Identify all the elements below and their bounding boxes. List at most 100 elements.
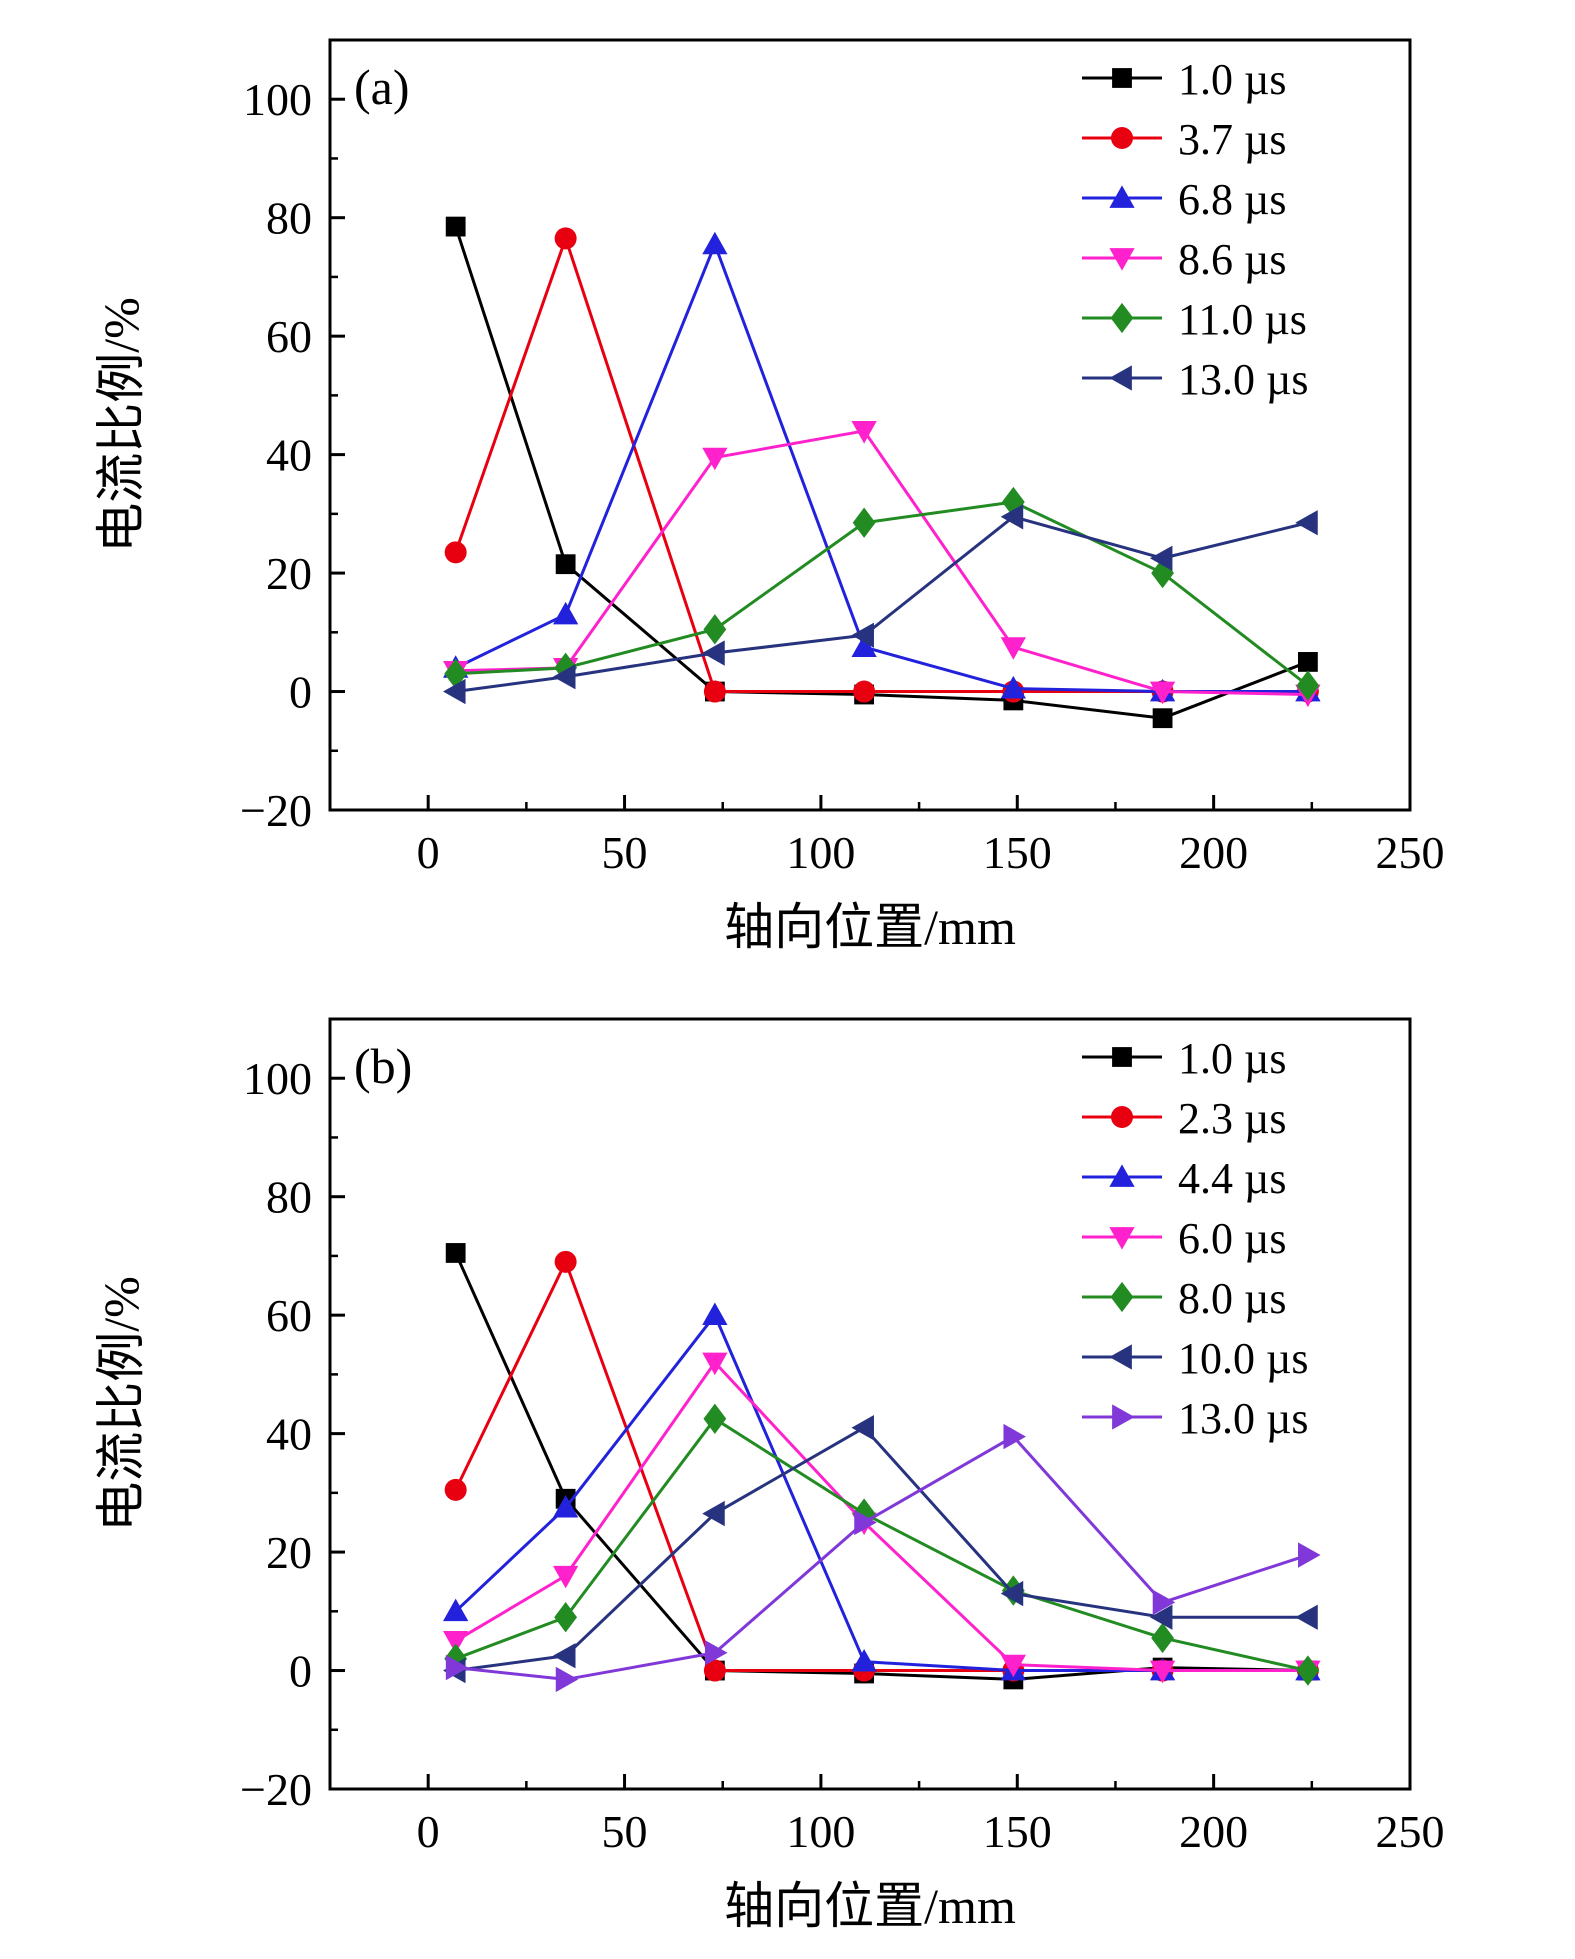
- triangle-left-marker: [552, 1643, 576, 1669]
- series-13.0µs: [445, 1423, 1321, 1693]
- triangle-left-marker: [851, 622, 874, 648]
- legend-item: 4.4 µs: [1082, 1154, 1286, 1203]
- axes: 0 50 100 150 200 250 −20 0 20 40 60 80 100: [240, 74, 1444, 878]
- triangle-right-marker: [854, 1509, 877, 1536]
- triangle-up-marker: [702, 231, 728, 255]
- chart-b-svg: 0 50 100 150 200 250 −20 0 20 40 60 80 100 轴向位置/mm 电流比…: [93, 1017, 1445, 1934]
- triangle-left-marker: [702, 1500, 725, 1527]
- x-tick-label: 100: [786, 827, 855, 878]
- legend-label: 8.6 µs: [1178, 235, 1286, 284]
- chart-panel-a: 0 50 100 150 200 250 −20 0 20 40 60 80 100 轴向位置/mm 电流比…: [0, 0, 1575, 979]
- series-line: [454, 1260, 1308, 1673]
- circle-legend-marker: [1111, 127, 1133, 149]
- x-axis-label: 轴向位置/mm: [724, 1878, 1016, 1934]
- legend-item: 1.0 µs: [1082, 1034, 1286, 1083]
- triangle-down-legend-marker: [1109, 248, 1135, 271]
- legend-item: 2.3 µs: [1082, 1094, 1286, 1143]
- legend-label: 2.3 µs: [1178, 1094, 1286, 1143]
- x-tick-label: 150: [983, 827, 1052, 878]
- circle-marker: [703, 1659, 726, 1682]
- series-line: [455, 515, 1309, 694]
- diamond-marker: [554, 1602, 578, 1633]
- triangle-right-marker: [555, 1666, 579, 1693]
- chart-panel-b: 0 50 100 150 200 250 −20 0 20 40 60 80 100 轴向位置/mm 电流比…: [0, 979, 1575, 1958]
- legend: 1.0 µs 2.3 µs 4.4 µs 6.0 µs 8.0 µs 10.0 µs 13.…: [1082, 1034, 1308, 1443]
- series-line: [455, 1417, 1309, 1673]
- triangle-up-marker: [443, 1598, 469, 1622]
- triangle-up-marker: [1000, 675, 1026, 699]
- square-marker: [1297, 652, 1318, 672]
- triangle-left-marker: [851, 1415, 874, 1441]
- x-tick-label: 50: [602, 1806, 648, 1857]
- circle-legend-marker: [1111, 1106, 1133, 1128]
- triangle-left-marker: [443, 678, 466, 705]
- y-tick-label: −20: [240, 1764, 312, 1815]
- legend-label: 10.0 µs: [1178, 1334, 1308, 1383]
- triangle-up-legend-marker: [1109, 185, 1135, 208]
- triangle-down-marker: [1000, 1654, 1026, 1678]
- square-legend-marker: [1112, 68, 1132, 88]
- triangle-down-marker: [702, 447, 728, 471]
- y-tick-label: 0: [289, 1646, 312, 1697]
- y-tick-label: 80: [266, 193, 312, 244]
- legend-item: 6.0 µs: [1082, 1214, 1286, 1263]
- legend-label: 13.0 µs: [1178, 1394, 1308, 1443]
- square-marker: [445, 216, 466, 237]
- y-tick-label: 20: [266, 1527, 312, 1578]
- circle-marker: [444, 541, 467, 564]
- triangle-down-marker: [1000, 637, 1026, 660]
- triangle-left-marker: [1000, 1580, 1024, 1607]
- x-tick-label: 100: [786, 1806, 855, 1857]
- legend-item: 6.8 µs: [1082, 175, 1286, 224]
- diamond-marker: [1296, 670, 1320, 701]
- triangle-up-marker: [851, 634, 877, 657]
- triangle-right-marker: [1003, 1423, 1026, 1450]
- diamond-marker: [1296, 1655, 1320, 1686]
- x-axis-label: 轴向位置/mm: [724, 899, 1016, 955]
- triangle-right-marker: [445, 1654, 469, 1681]
- triangle-left-marker: [1295, 1604, 1318, 1630]
- square-marker: [445, 1243, 466, 1263]
- y-tick-label: −20: [240, 785, 312, 836]
- chart-a-svg: 0 50 100 150 200 250 −20 0 20 40 60 80 100 轴向位置/mm 电流比…: [93, 38, 1445, 955]
- triangle-down-marker: [443, 1631, 469, 1654]
- diamond-legend-marker: [1110, 1281, 1134, 1313]
- legend-label: 11.0 µs: [1178, 295, 1307, 344]
- triangle-up-marker: [702, 1302, 728, 1326]
- legend-item: 3.7 µs: [1082, 115, 1286, 164]
- legend-item: 1.0 µs: [1082, 55, 1286, 104]
- diamond-marker: [703, 614, 727, 645]
- y-tick-label: 40: [266, 1409, 312, 1460]
- triangle-down-marker: [851, 421, 877, 444]
- legend-label: 8.0 µs: [1178, 1274, 1286, 1323]
- series-11.0µs: [444, 486, 1320, 701]
- triangle-left-marker: [1295, 510, 1318, 536]
- plot-frame: [328, 38, 1412, 812]
- y-tick-label: 20: [266, 548, 312, 599]
- legend-label: 4.4 µs: [1178, 1154, 1286, 1203]
- y-tick-label: 60: [266, 1290, 312, 1341]
- y-tick-label: 40: [266, 430, 312, 481]
- panel-label: (a): [354, 59, 410, 115]
- triangle-up-legend-marker: [1109, 1164, 1135, 1187]
- y-tick-label: 100: [243, 1053, 312, 1104]
- x-tick-label: 250: [1376, 1806, 1445, 1857]
- triangle-left-legend-marker: [1109, 1344, 1132, 1370]
- circle-marker: [554, 1250, 577, 1273]
- triangle-right-legend-marker: [1112, 1404, 1135, 1430]
- circle-marker: [853, 680, 876, 703]
- diamond-legend-marker: [1110, 302, 1134, 334]
- legend-label: 1.0 µs: [1178, 55, 1286, 104]
- triangle-down-legend-marker: [1109, 1227, 1135, 1250]
- y-tick-label: 0: [289, 667, 312, 718]
- y-tick-label: 100: [243, 74, 312, 125]
- triangle-down-marker: [1149, 1660, 1176, 1684]
- plot-frame: [328, 1017, 1412, 1791]
- x-tick-label: 200: [1179, 1806, 1248, 1857]
- square-marker: [1152, 708, 1173, 729]
- y-tick-label: 60: [266, 311, 312, 362]
- triangle-down-marker: [552, 1565, 579, 1589]
- legend-item: 11.0 µs: [1082, 295, 1307, 344]
- square-marker: [555, 554, 576, 575]
